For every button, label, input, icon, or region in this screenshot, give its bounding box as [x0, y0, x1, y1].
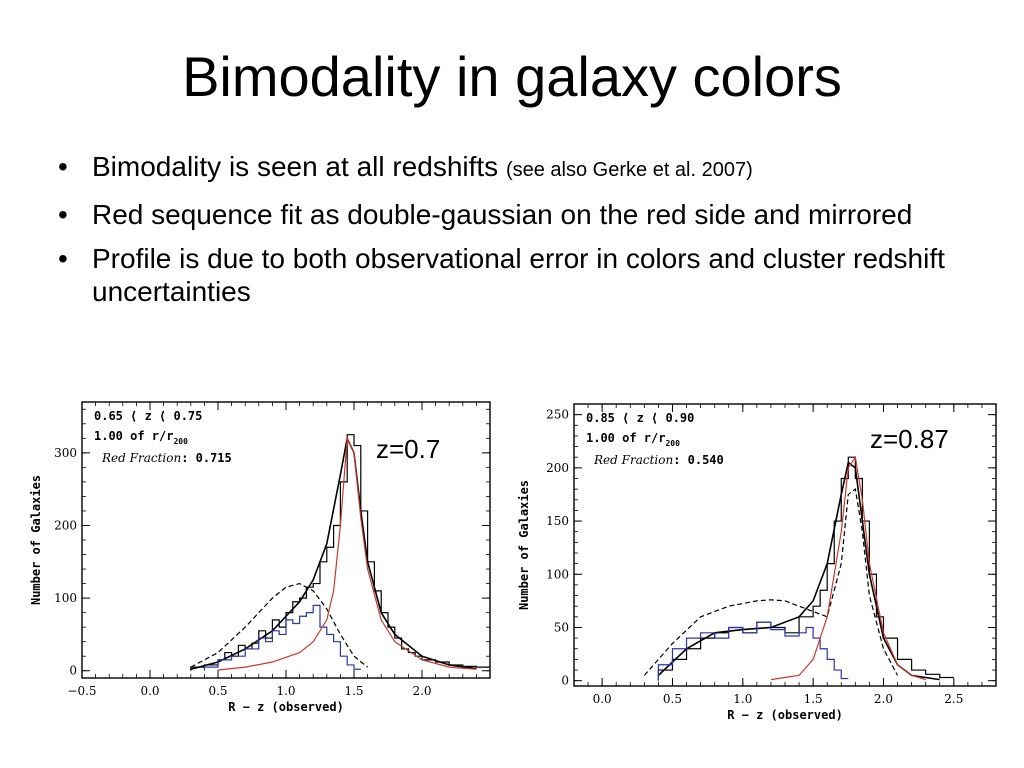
series-blue-model	[190, 582, 368, 668]
x-tick-label: −0.5	[67, 684, 96, 698]
info-red-fraction-value: : 0.715	[181, 451, 232, 465]
bullet-item: • Profile is due to both observational e…	[58, 242, 978, 308]
x-tick-label: 1.0	[276, 684, 295, 698]
info-radius-subscript: 200	[665, 439, 680, 448]
bullet-dot: •	[58, 199, 68, 230]
series-group	[190, 434, 490, 671]
bullet-item: • Bimodality is seen at all redshifts (s…	[58, 150, 978, 187]
series-total-fit	[657, 461, 940, 681]
series-total-histogram	[190, 434, 490, 671]
y-tick-label: 0	[69, 664, 77, 678]
x-tick-label: 2.5	[944, 692, 963, 706]
y-tick-label: 200	[54, 518, 77, 532]
panel-redshift-label: z=0.7	[376, 434, 440, 464]
y-axis-label: Number of Galaxies	[29, 475, 43, 605]
bullet-item: • Red sequence fit as double-gaussian on…	[58, 198, 978, 231]
x-axis-label: R − z (observed)	[228, 700, 344, 714]
bullet-text: Bimodality is seen at all redshifts	[92, 151, 506, 182]
histogram-chart-right: 0.0 0.5 1.0 1.5 2.0 2.5 0 50 100 150 200 250 R − z (…	[512, 396, 1007, 731]
y-axis-label: Number of Galaxies	[517, 480, 531, 610]
bullet-text: Red sequence fit as double-gaussian on t…	[92, 199, 913, 230]
info-radius-subscript: 200	[173, 437, 188, 446]
bullet-dot: •	[58, 151, 68, 182]
histogram-chart-left: −0.5 0.0 0.5 1.0 1.5 2.0 0 100 200 300 R − z (obse…	[24, 392, 494, 722]
bullet-note: (see also Gerke et al. 2007)	[505, 159, 753, 181]
y-tick-label: 50	[554, 620, 569, 634]
info-red-fraction-value: : 0.540	[673, 453, 724, 467]
x-tick-label: 1.0	[733, 692, 752, 706]
histogram-svg-left: −0.5 0.0 0.5 1.0 1.5 2.0 0 100 200 300 R − z (obse…	[29, 401, 491, 714]
x-tick-label: 1.5	[804, 692, 823, 706]
info-red-fraction-label: Red Fraction: 0.540	[593, 453, 724, 467]
y-tick-label: 0	[561, 674, 569, 688]
x-tick-label: 0.0	[140, 684, 159, 698]
info-redshift-range: 0.65 ⟨ z ⟨ 0.75	[94, 409, 202, 423]
series-blue-model	[643, 488, 899, 676]
x-tick-label: 2.0	[874, 692, 893, 706]
info-radius: 1.00 of r/r200	[586, 431, 680, 448]
panel-redshift-label: z=0.87	[870, 424, 949, 454]
bullet-list: • Bimodality is seen at all redshifts (s…	[58, 150, 978, 319]
series-total-histogram	[657, 456, 954, 681]
y-tick-label: 250	[546, 408, 569, 422]
series-red-fit	[217, 436, 477, 671]
y-tick-label: 100	[54, 591, 77, 605]
y-tick-label: 200	[546, 461, 569, 475]
x-axis-label: R − z (observed)	[727, 708, 843, 722]
series-group	[643, 455, 954, 681]
series-blue-histogram	[657, 621, 849, 681]
series-red-fit	[770, 455, 926, 681]
bullet-dot: •	[58, 243, 68, 274]
x-tick-label: 0.0	[593, 692, 612, 706]
slide-title: Bimodality in galaxy colors	[182, 45, 842, 108]
y-tick-label: 150	[546, 514, 569, 528]
info-red-fraction-label: Red Fraction: 0.715	[101, 451, 232, 465]
x-tick-label: 2.0	[412, 684, 431, 698]
y-tick-label: 300	[54, 446, 77, 460]
info-radius: 1.00 of r/r200	[94, 429, 188, 446]
y-tick-label: 100	[546, 567, 569, 581]
x-tick-label: 0.5	[208, 684, 227, 698]
bullet-text: Profile is due to both observational err…	[92, 243, 945, 307]
x-tick-label: 1.5	[344, 684, 363, 698]
x-tick-label: 0.5	[663, 692, 682, 706]
histogram-svg-right: 0.0 0.5 1.0 1.5 2.0 2.5 0 50 100 150 200 250 R − z (…	[517, 403, 997, 722]
series-blue-histogram	[203, 604, 361, 671]
info-redshift-range: 0.85 ⟨ z ⟨ 0.90	[586, 411, 694, 425]
series-total-fit	[190, 435, 477, 671]
